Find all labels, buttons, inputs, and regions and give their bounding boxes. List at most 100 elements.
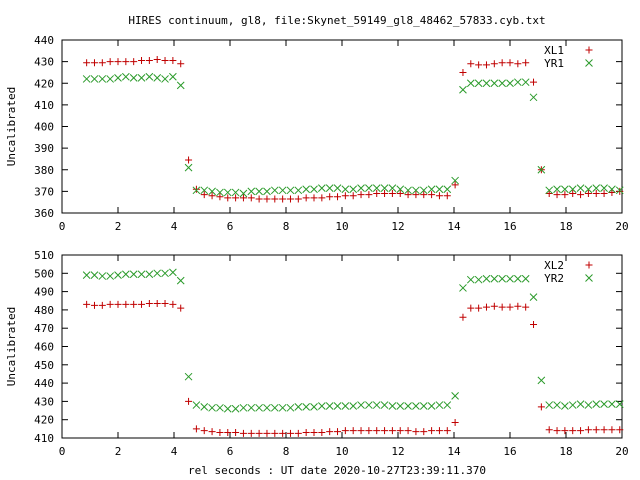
panel1-y-tick-label: 440 [34, 34, 54, 47]
panel2-yr2-point [561, 402, 569, 410]
panel2-xl2-point [388, 427, 396, 435]
panel1-xl1-point [177, 60, 185, 68]
panel1-y-tick-label: 410 [34, 99, 54, 112]
panel2-yr2-point [263, 403, 271, 412]
panel2-xl2-point [98, 301, 106, 309]
panel1-xl1-point [169, 57, 177, 65]
panel1-xl1-point [263, 195, 271, 203]
panel2-xl2-point [200, 427, 208, 435]
panel2-yr2-point [490, 274, 499, 283]
panel2-yr2-point [333, 402, 342, 410]
panel2-xl2-point [271, 429, 279, 437]
panel2-yr2-point [114, 271, 122, 279]
panel1-yr1-point [466, 79, 475, 88]
panel1-xl1-point [224, 194, 232, 202]
panel1-xl1-point [334, 193, 342, 201]
panel1-yr1-point [435, 185, 444, 194]
panel2-yr2-point [208, 403, 216, 412]
panel1-xl1-point [106, 58, 114, 66]
panel2-xl2-point [106, 300, 114, 308]
panel2-xl2-point [326, 428, 334, 436]
panel2-yr2-point [223, 404, 232, 413]
panel2-yr2-point [521, 274, 530, 283]
panel1-yr1-point [443, 185, 452, 194]
panel1-xl1-point [420, 191, 428, 199]
panel2-yr2-point [98, 272, 107, 280]
panel1-x-tick-label: 4 [171, 220, 178, 233]
panel2-xl2-point [553, 427, 561, 435]
panel2-x-tick-label: 2 [115, 445, 122, 458]
panel2-xl2-point [428, 427, 436, 435]
panel1-yr1-point [553, 185, 561, 194]
panel1-yr1-point [576, 184, 585, 192]
panel1-x-tick-label: 18 [559, 220, 572, 233]
panel2-xl2-point [255, 429, 263, 437]
panel2-x-tick-label: 20 [615, 445, 628, 458]
panel2-y-tick-label: 410 [34, 432, 54, 445]
panel1-yr1-point [106, 75, 115, 83]
panel2-xl2-point [161, 299, 169, 307]
panel1-xl1-point [98, 59, 106, 67]
panel1-xl1-point [530, 78, 538, 86]
panel2-x-tick-label: 10 [335, 445, 348, 458]
panel1-xl1-point [216, 193, 224, 201]
panel1-xl1-point [326, 193, 334, 201]
panel1-yr1-point [545, 186, 554, 195]
panel2-y-tick-label: 500 [34, 267, 54, 280]
panel2-xl2-point [561, 427, 569, 435]
panel1-yr1-point [145, 72, 154, 81]
panel2-xl2-point [584, 426, 592, 434]
panel2-xl2-point [349, 427, 357, 435]
panel2-yr2-point [506, 274, 514, 283]
panel2-yr2-point [584, 401, 593, 409]
panel2-xl2-point [420, 428, 428, 436]
panel2-legend-marker-yr2 [585, 274, 593, 282]
panel2-xl2-point [239, 429, 247, 437]
panel2-yr2-point [200, 403, 209, 411]
panel2-xl2-point [318, 429, 326, 437]
panel2-yr2-point [161, 269, 169, 278]
panel1-yr1-point [90, 75, 99, 83]
panel2-xl2-point [482, 303, 490, 311]
panel2-xl2-point [514, 302, 522, 310]
panel2-xl2-point [208, 428, 216, 436]
panel2-yr2-point [459, 284, 467, 292]
panel1-yr1-point [561, 185, 569, 194]
panel1-yr1-point [310, 185, 318, 194]
panel2-yr2-point [451, 392, 459, 400]
panel1-xl1-point [381, 190, 389, 198]
panel1-yr1-point [592, 184, 601, 192]
panel1-yr1-point [482, 79, 491, 88]
panel2-yr2-point [435, 401, 444, 409]
panel2-yr2-point [553, 401, 561, 409]
panel2-yr2-point [404, 402, 412, 410]
panel2-yr2-point [427, 402, 436, 410]
x-axis-label: rel seconds : UT date 2020-10-27T23:39:1… [188, 464, 486, 477]
panel2-xl2-point [475, 304, 483, 312]
panel2-xl2-point [177, 304, 185, 312]
panel1-yr1-point [255, 187, 263, 196]
panel2-xl2-point [114, 300, 122, 308]
panel1-y-tick-label: 360 [34, 207, 54, 220]
panel1-xl1-point [247, 194, 255, 202]
panel1-xl1-point [279, 195, 287, 203]
panel1-yr1-point [357, 184, 365, 192]
panel2-yr2-point [545, 401, 554, 409]
panel1-xl1-point [522, 59, 530, 67]
panel2-yr2-point [396, 402, 405, 410]
panel1-yr1-point [513, 78, 522, 87]
panel1-yr1-point [537, 165, 546, 174]
panel1-legend-marker-xl1 [585, 46, 593, 54]
panel1-yr1-point [270, 186, 279, 195]
panel2-xl2-point [153, 299, 161, 307]
panel2-yr2-point [192, 401, 201, 409]
panel2-yr2-point [365, 401, 373, 409]
panel2-xl2-point [185, 397, 193, 405]
panel2-y-tick-label: 420 [34, 414, 54, 427]
panel2-x-tick-label: 16 [503, 445, 516, 458]
panel1-yr1-point [349, 185, 358, 194]
panel2-yr2-point [169, 268, 177, 277]
panel2-yr2-point [357, 401, 365, 409]
panel1-yr1-point [231, 188, 240, 197]
panel2-xl2-point [459, 313, 467, 321]
